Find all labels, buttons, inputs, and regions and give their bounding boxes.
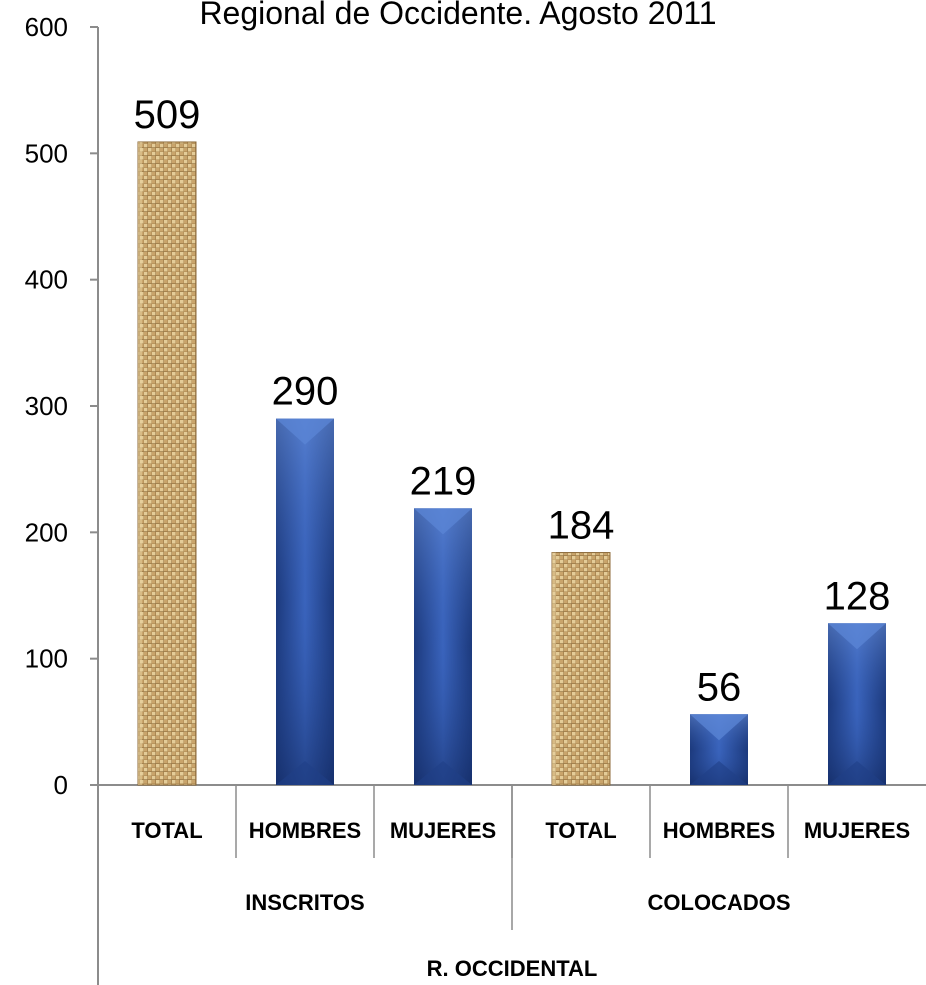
category-label: MUJERES [390,818,496,843]
y-tick-label: 500 [25,138,68,168]
category-label: TOTAL [131,818,202,843]
bar-shade [276,418,334,785]
y-tick-label: 200 [25,517,68,547]
y-tick-label: 400 [25,265,68,295]
bar-rect [551,552,611,786]
bar-value-label: 128 [824,574,891,618]
value-labels: 509 290 219 184 56 128 [134,93,891,709]
chart-title: Regional de Occidente. Agosto 2011 [199,0,716,31]
bar-4 [551,552,611,786]
bar-5 [690,714,748,785]
bar-value-label: 184 [548,504,615,548]
bar-bevel-top [276,418,334,445]
category-label: HOMBRES [249,818,361,843]
bar-value-label: 509 [134,93,201,137]
bar-highlight [552,552,556,785]
bar-shade [828,623,886,785]
bar-bevel-top [414,508,472,535]
bar-2 [276,418,334,785]
group-label: INSCRITOS [245,890,364,915]
top-group-label: R. OCCIDENTAL [427,956,598,981]
bar-bevel-bottom [828,761,886,785]
bar-rect [137,141,197,786]
bar-3 [414,508,472,785]
bar-bevel-bottom [276,761,334,785]
bar-1 [137,141,197,786]
category-label: MUJERES [804,818,910,843]
bar-value-label: 56 [697,665,742,709]
bar-bevel-top [690,714,748,741]
bar-value-label: 219 [410,459,477,503]
y-tick-label: 0 [54,770,68,800]
category-axis: TOTAL HOMBRES MUJERES TOTAL HOMBRES MUJERES IN… [131,785,910,981]
category-label: HOMBRES [663,818,775,843]
y-tick-label: 100 [25,644,68,674]
bar-value-label: 290 [272,370,339,414]
bars [137,141,886,786]
bar-highlight [138,141,142,786]
bar-6 [828,623,886,785]
y-axis: 0 100 200 300 400 500 600 [25,12,926,985]
bar-bevel-bottom [414,761,472,785]
group-label: COLOCADOS [648,890,791,915]
y-tick-label: 300 [25,391,68,421]
y-tick-label: 600 [25,12,68,42]
bar-bevel-bottom [690,761,748,785]
bar-bevel-top [828,623,886,650]
bar-shade [414,508,472,785]
category-label: TOTAL [545,818,616,843]
